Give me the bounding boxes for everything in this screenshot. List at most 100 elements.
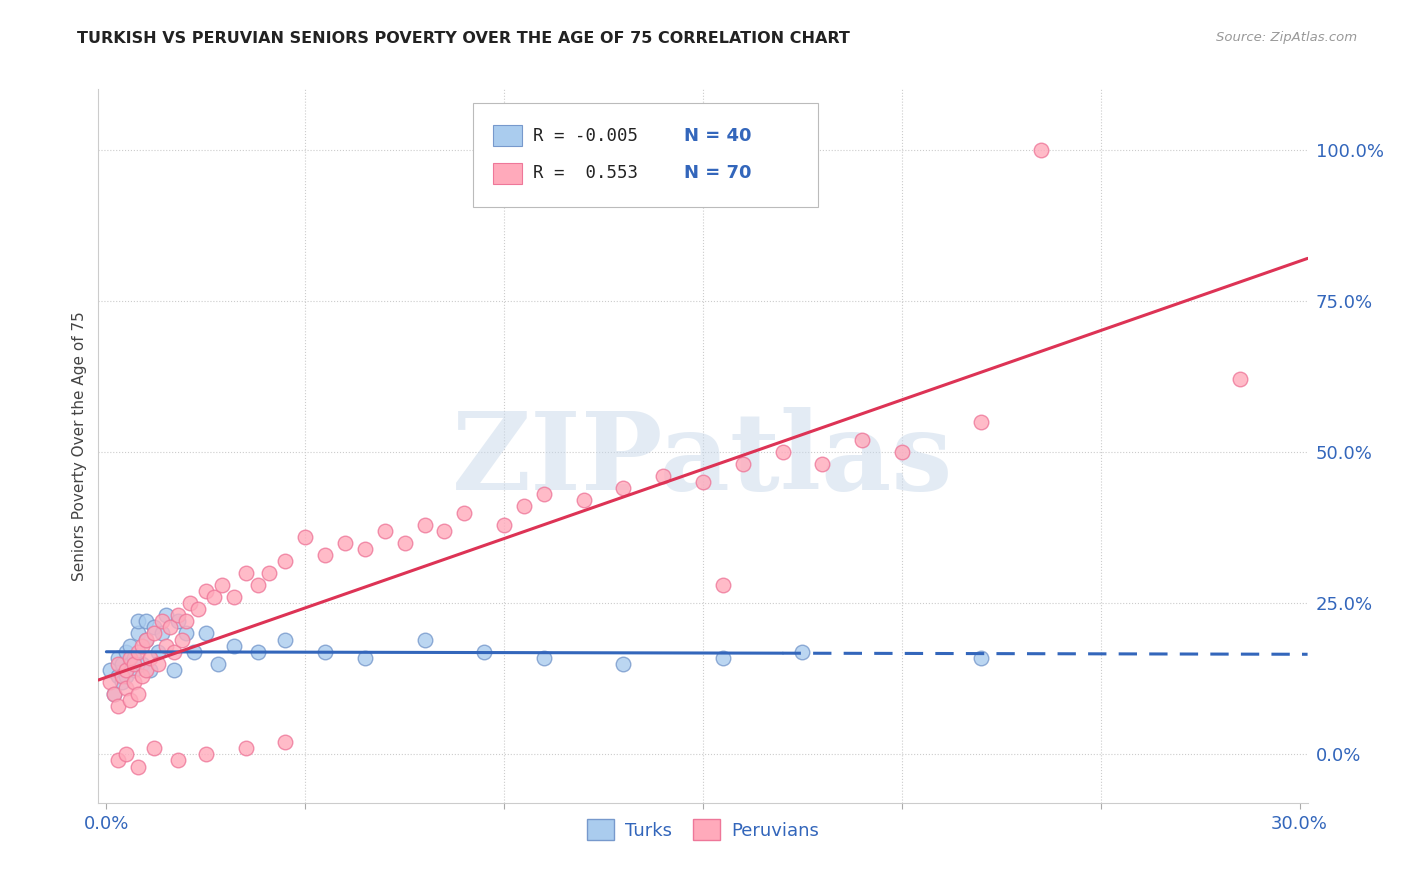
Point xyxy=(453,506,475,520)
Point xyxy=(294,530,316,544)
Point xyxy=(163,663,186,677)
Point xyxy=(572,493,595,508)
Point xyxy=(202,590,225,604)
Point xyxy=(533,650,555,665)
Point xyxy=(115,747,138,762)
Point xyxy=(187,602,209,616)
Point xyxy=(314,548,336,562)
Point xyxy=(222,639,245,653)
Text: R = -0.005: R = -0.005 xyxy=(533,127,637,145)
Point xyxy=(274,735,297,749)
Point xyxy=(170,632,193,647)
Point xyxy=(150,615,173,629)
Point xyxy=(143,620,166,634)
Point xyxy=(731,457,754,471)
Point xyxy=(970,650,993,665)
Point xyxy=(127,759,149,773)
Point xyxy=(711,650,734,665)
FancyBboxPatch shape xyxy=(492,125,522,146)
Point xyxy=(890,445,912,459)
Point xyxy=(183,645,205,659)
Point xyxy=(135,632,157,647)
Point xyxy=(652,469,675,483)
Y-axis label: Seniors Poverty Over the Age of 75: Seniors Poverty Over the Age of 75 xyxy=(72,311,87,581)
Point xyxy=(235,741,257,756)
Point xyxy=(111,674,134,689)
Point xyxy=(146,645,169,659)
Text: Source: ZipAtlas.com: Source: ZipAtlas.com xyxy=(1216,31,1357,45)
Point xyxy=(107,754,129,768)
Point xyxy=(127,615,149,629)
Point xyxy=(155,639,177,653)
Point xyxy=(143,626,166,640)
Point xyxy=(413,632,436,647)
Point xyxy=(120,639,142,653)
Point xyxy=(122,657,145,671)
Point xyxy=(314,645,336,659)
FancyBboxPatch shape xyxy=(474,103,818,207)
Point xyxy=(772,445,794,459)
Point xyxy=(413,517,436,532)
Text: R =  0.553: R = 0.553 xyxy=(533,164,637,182)
Point xyxy=(711,578,734,592)
Point xyxy=(131,639,153,653)
Point xyxy=(98,674,121,689)
Point xyxy=(111,657,134,671)
Point xyxy=(127,687,149,701)
Point xyxy=(207,657,229,671)
Point xyxy=(127,626,149,640)
Legend: Turks, Peruvians: Turks, Peruvians xyxy=(579,812,827,847)
Point xyxy=(135,632,157,647)
Point xyxy=(139,663,162,677)
Point xyxy=(792,645,814,659)
Point xyxy=(122,674,145,689)
Point xyxy=(115,681,138,695)
Point xyxy=(120,657,142,671)
Point xyxy=(167,754,190,768)
Point xyxy=(150,626,173,640)
Point xyxy=(174,615,197,629)
Point xyxy=(433,524,456,538)
Point xyxy=(246,645,269,659)
Point xyxy=(115,645,138,659)
Point xyxy=(194,626,217,640)
Point xyxy=(494,517,516,532)
Point xyxy=(811,457,834,471)
Point xyxy=(115,669,138,683)
Point xyxy=(131,669,153,683)
Point xyxy=(472,645,495,659)
Point xyxy=(120,693,142,707)
Point xyxy=(1029,143,1052,157)
Point xyxy=(194,584,217,599)
Point xyxy=(612,657,634,671)
Point xyxy=(179,596,201,610)
Point xyxy=(146,657,169,671)
Point xyxy=(122,663,145,677)
Point xyxy=(120,650,142,665)
Point xyxy=(246,578,269,592)
Point xyxy=(143,741,166,756)
Point xyxy=(374,524,396,538)
Text: N = 40: N = 40 xyxy=(683,127,751,145)
Point xyxy=(354,650,377,665)
Point xyxy=(533,487,555,501)
Point xyxy=(174,626,197,640)
Point xyxy=(159,620,181,634)
Point xyxy=(107,699,129,714)
Point xyxy=(274,632,297,647)
Point xyxy=(98,663,121,677)
Point xyxy=(222,590,245,604)
Point xyxy=(103,687,125,701)
Point xyxy=(513,500,536,514)
Point xyxy=(107,650,129,665)
Point xyxy=(115,663,138,677)
Point xyxy=(612,481,634,495)
Point xyxy=(155,608,177,623)
Point xyxy=(167,608,190,623)
Point xyxy=(167,615,190,629)
Point xyxy=(107,669,129,683)
Text: ZIPatlas: ZIPatlas xyxy=(453,408,953,513)
Point xyxy=(970,415,993,429)
Point xyxy=(235,566,257,580)
Point xyxy=(194,747,217,762)
